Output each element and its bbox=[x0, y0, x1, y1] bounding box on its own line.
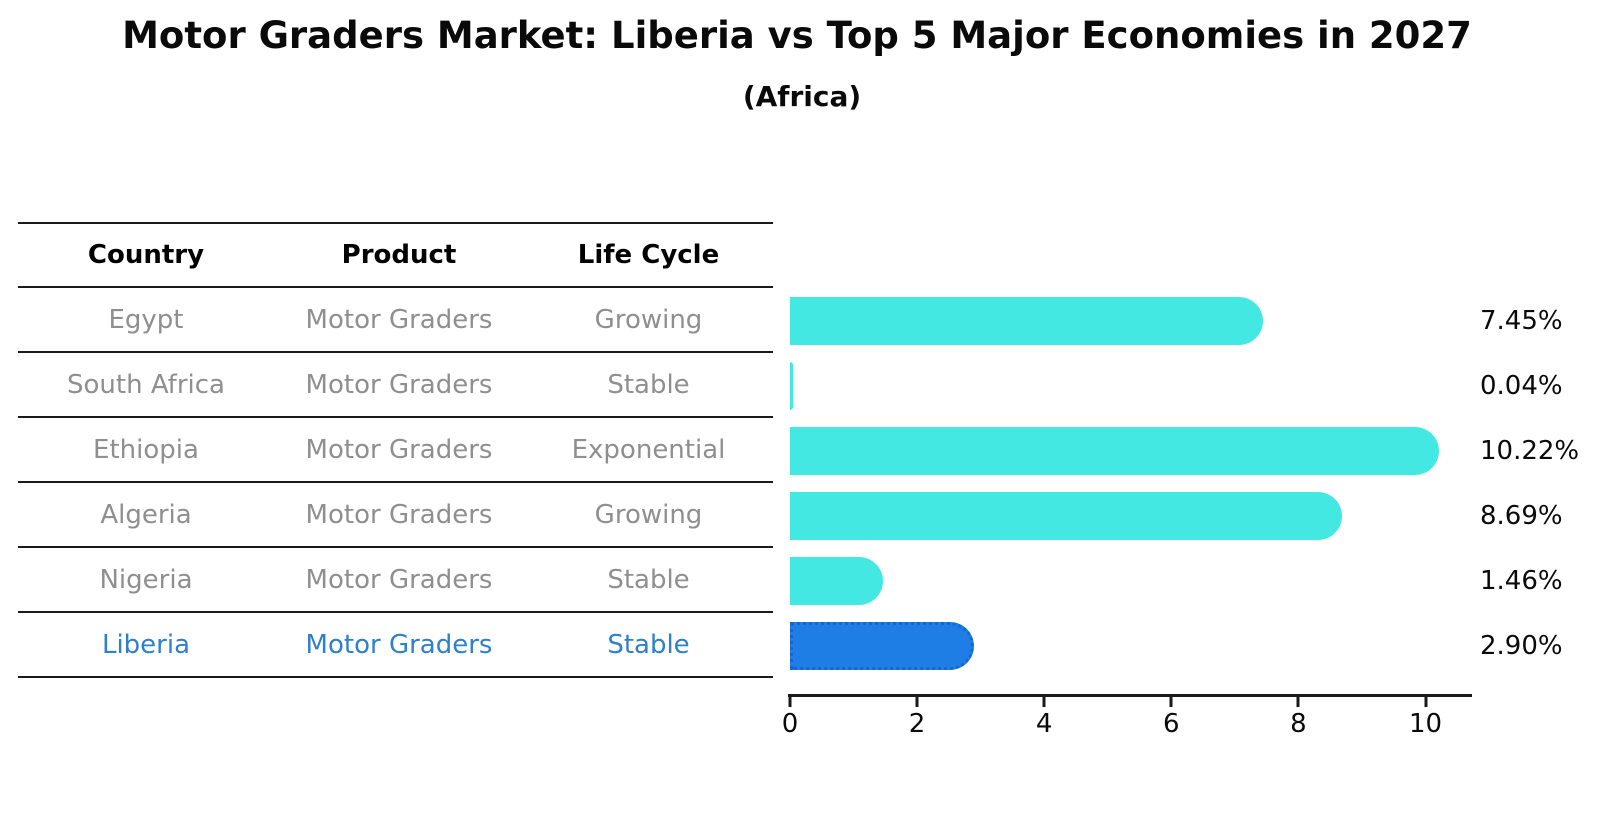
x-axis-line bbox=[788, 694, 1472, 697]
bar-nigeria bbox=[790, 556, 883, 605]
life-cycle-cell: Stable bbox=[607, 369, 690, 400]
tick-label: 6 bbox=[1162, 709, 1180, 739]
page-subtitle: (Africa) bbox=[742, 80, 862, 113]
bar-row bbox=[790, 418, 1470, 483]
product-cell: Motor Graders bbox=[305, 629, 493, 660]
product-cell: Motor Graders bbox=[305, 369, 493, 400]
country-table: Country Product Life Cycle Egypt Motor G… bbox=[18, 222, 773, 678]
x-axis-tick-labels: 0 2 4 6 8 10 bbox=[782, 709, 1470, 743]
bar-ethiopia bbox=[790, 426, 1440, 475]
bar-row bbox=[790, 483, 1470, 548]
life-cycle-cell: Growing bbox=[594, 499, 703, 530]
country-cell: South Africa bbox=[67, 369, 225, 400]
table-row-south-africa: South Africa Motor Graders Stable bbox=[18, 353, 773, 418]
product-cell: Motor Graders bbox=[305, 304, 493, 335]
bar-row bbox=[790, 353, 1470, 418]
bar-south-africa bbox=[790, 361, 793, 410]
tick-mark bbox=[1042, 697, 1046, 707]
tick-mark bbox=[1169, 697, 1173, 707]
bar-row bbox=[790, 548, 1470, 613]
page-title: Motor Graders Market: Liberia vs Top 5 M… bbox=[122, 14, 1472, 57]
life-cycle-cell: Growing bbox=[594, 304, 703, 335]
table-row-liberia: Liberia Motor Graders Stable bbox=[18, 613, 773, 678]
tick-mark bbox=[1296, 697, 1300, 707]
tick-mark bbox=[1424, 697, 1428, 707]
table-row-algeria: Algeria Motor Graders Growing bbox=[18, 483, 773, 548]
life-cycle-cell: Exponential bbox=[571, 434, 726, 465]
table-row-ethiopia: Ethiopia Motor Graders Exponential bbox=[18, 418, 773, 483]
value-label-liberia: 2.90% bbox=[1480, 630, 1563, 661]
country-cell: Egypt bbox=[108, 304, 184, 335]
tick-label: 8 bbox=[1290, 709, 1307, 739]
x-axis-ticks bbox=[788, 697, 1470, 707]
tick-label: 10 bbox=[1408, 709, 1443, 739]
country-cell: Liberia bbox=[101, 629, 191, 660]
value-label-egypt: 7.45% bbox=[1480, 305, 1563, 336]
life-cycle-cell: Stable bbox=[607, 564, 690, 595]
column-header-product: Product bbox=[341, 240, 457, 270]
tick-label: 2 bbox=[908, 709, 926, 739]
value-label-south-africa: 0.04% bbox=[1480, 370, 1563, 401]
tick-mark bbox=[788, 697, 792, 707]
product-cell: Motor Graders bbox=[305, 499, 493, 530]
value-label-nigeria: 1.46% bbox=[1480, 565, 1563, 596]
product-cell: Motor Graders bbox=[305, 434, 493, 465]
tick-mark bbox=[915, 697, 919, 707]
bar-row bbox=[790, 613, 1470, 678]
product-cell: Motor Graders bbox=[305, 564, 493, 595]
value-label-algeria: 8.69% bbox=[1480, 500, 1563, 531]
country-cell: Nigeria bbox=[99, 564, 193, 595]
country-cell: Algeria bbox=[100, 499, 192, 530]
column-header-life-cycle: Life Cycle bbox=[577, 240, 720, 270]
table-row-egypt: Egypt Motor Graders Growing bbox=[18, 288, 773, 353]
bar-row bbox=[790, 288, 1470, 353]
table-row-nigeria: Nigeria Motor Graders Stable bbox=[18, 548, 773, 613]
value-label-ethiopia: 10.22% bbox=[1480, 435, 1580, 466]
bar-liberia bbox=[790, 621, 975, 670]
tick-label: 4 bbox=[1035, 709, 1053, 739]
table-header-row: Country Product Life Cycle bbox=[18, 222, 773, 288]
life-cycle-cell: Stable bbox=[607, 629, 690, 660]
tick-label: 0 bbox=[781, 709, 799, 739]
column-header-country: Country bbox=[87, 240, 205, 270]
bar-algeria bbox=[790, 491, 1343, 540]
bar-egypt bbox=[790, 296, 1264, 345]
country-cell: Ethiopia bbox=[93, 434, 199, 465]
value-labels: 7.45% 0.04% 10.22% 8.69% 1.46% 2.90% bbox=[1480, 288, 1604, 678]
bar-chart bbox=[790, 288, 1470, 678]
